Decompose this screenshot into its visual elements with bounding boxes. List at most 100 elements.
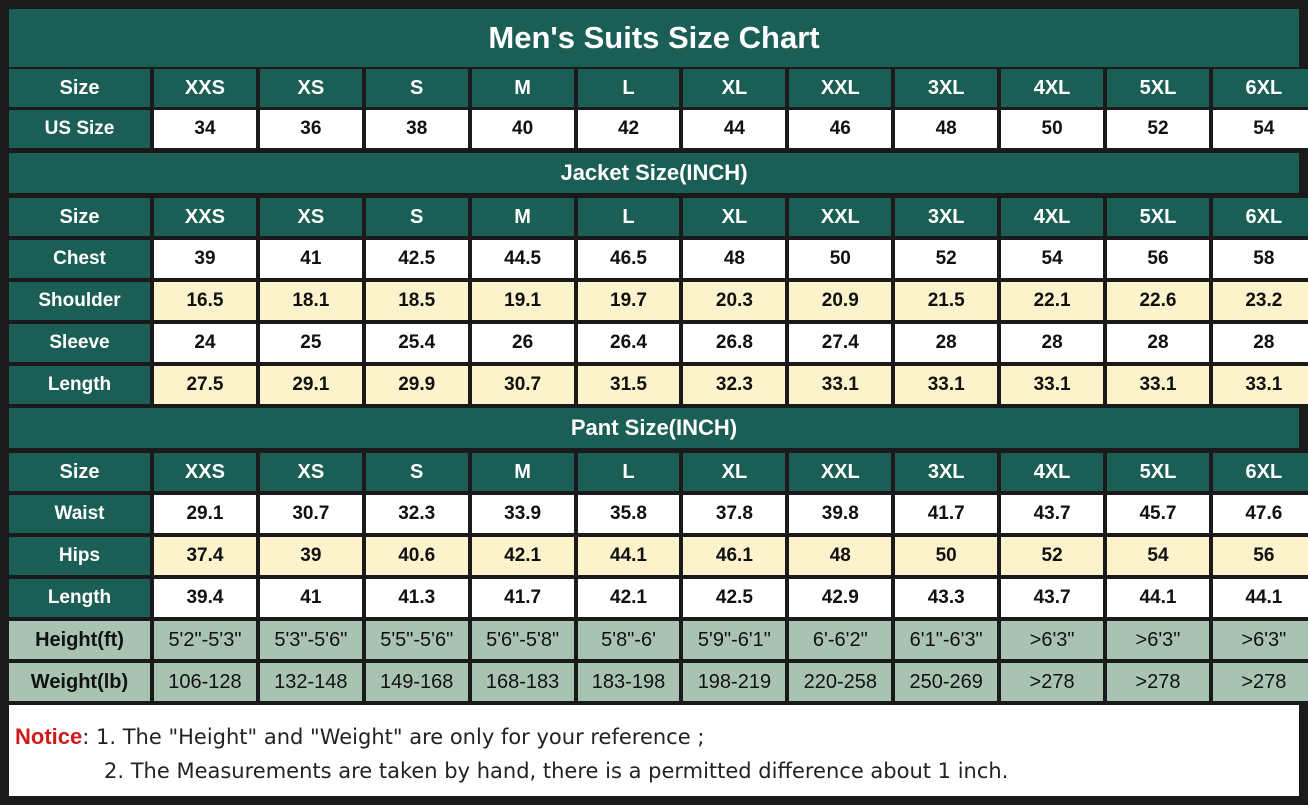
table-cell: L: [577, 198, 680, 236]
table-cell: 37.8: [683, 495, 786, 533]
table-cell: 33.1: [789, 366, 892, 404]
table-cell: XXS: [154, 69, 256, 107]
table-cell: 42: [577, 110, 680, 148]
table-cell: XL: [683, 69, 786, 107]
table-cell: 5XL: [1107, 198, 1209, 236]
table-cell: XXL: [789, 198, 892, 236]
table-cell: 29.9: [365, 366, 468, 404]
table-cell: 5'9"-6'1": [683, 621, 786, 659]
table-cell: S: [365, 198, 468, 236]
table-cell: 132-148: [259, 663, 362, 701]
table-cell: 19.7: [577, 282, 680, 320]
table-cell: >6'3": [1212, 621, 1308, 659]
table-cell: S: [365, 453, 468, 491]
table-cell: M: [471, 69, 574, 107]
reference-row: Height(ft) 5'2"-5'3" 5'3"-5'6" 5'5"-5'6" 5'6…: [9, 621, 1308, 659]
table-cell: 149-168: [365, 663, 468, 701]
table-cell: 46.5: [577, 240, 680, 278]
table-cell: 29.1: [259, 366, 362, 404]
chart-title: Men's Suits Size Chart: [9, 9, 1299, 67]
table-cell: 26.8: [683, 324, 786, 362]
table-cell: 32.3: [365, 495, 468, 533]
table-cell: S: [365, 69, 468, 107]
table-cell: 48: [683, 240, 786, 278]
row-label: Length: [9, 579, 150, 617]
row-label: US Size: [9, 110, 150, 148]
table-cell: 18.1: [259, 282, 362, 320]
row-label: Size: [9, 198, 150, 236]
table-cell: 54: [1107, 537, 1209, 575]
pant-size-header-row: Size XXS XS S M L XL XXL 3XL 4XL 5XL 6XL: [9, 453, 1308, 491]
table-cell: 56: [1107, 240, 1209, 278]
notice-box: Notice: 1. The "Height" and "Weight" are…: [9, 705, 1299, 796]
table-cell: 5'5"-5'6": [365, 621, 468, 659]
table-cell: XL: [683, 198, 786, 236]
table-cell: 56: [1212, 537, 1308, 575]
table-cell: 50: [895, 537, 998, 575]
pant-row: Waist 29.1 30.7 32.3 33.9 35.8 37.8 39.8 41.7 43.…: [9, 495, 1308, 533]
jacket-row: Chest 39 41 42.5 44.5 46.5 48 50 52 54 56 58: [9, 240, 1308, 278]
table-cell: 47.6: [1212, 495, 1308, 533]
table-cell: 3XL: [895, 69, 998, 107]
jacket-section-title: Jacket Size(INCH): [9, 153, 1299, 193]
table-cell: >6'3": [1107, 621, 1209, 659]
row-label: Height(ft): [9, 621, 150, 659]
table-cell: 33.1: [1001, 366, 1104, 404]
table-cell: 25.4: [365, 324, 468, 362]
table-cell: 30.7: [259, 495, 362, 533]
table-cell: 4XL: [1001, 198, 1104, 236]
table-cell: 18.5: [365, 282, 468, 320]
table-cell: 45.7: [1107, 495, 1209, 533]
table-cell: 42.1: [577, 579, 680, 617]
reference-row: Weight(lb) 106-128 132-148 149-168 168-183 18…: [9, 663, 1308, 701]
row-label: Waist: [9, 495, 150, 533]
table-cell: 33.1: [895, 366, 998, 404]
table-cell: 39: [259, 537, 362, 575]
table-cell: 46.1: [683, 537, 786, 575]
table-cell: 43.7: [1001, 495, 1104, 533]
table-cell: 6'1"-6'3": [895, 621, 998, 659]
table-cell: 44: [683, 110, 786, 148]
table-cell: 37.4: [154, 537, 256, 575]
table-cell: XXS: [154, 198, 256, 236]
jacket-row: Length 27.5 29.1 29.9 30.7 31.5 32.3 33.1 33.1 33…: [9, 366, 1308, 404]
table-cell: 6'-6'2": [789, 621, 892, 659]
table-cell: 54: [1212, 110, 1308, 148]
table-cell: 43.3: [895, 579, 998, 617]
row-label: Chest: [9, 240, 150, 278]
row-label: Length: [9, 366, 150, 404]
table-cell: 31.5: [577, 366, 680, 404]
table-cell: 29.1: [154, 495, 256, 533]
table-cell: 41.7: [895, 495, 998, 533]
table-cell: 33.9: [471, 495, 574, 533]
table-cell: 6XL: [1212, 69, 1308, 107]
table-cell: XS: [259, 453, 362, 491]
table-cell: 23.2: [1212, 282, 1308, 320]
pant-row: Length 39.4 41 41.3 41.7 42.1 42.5 42.9 43.3 43.7…: [9, 579, 1308, 617]
table-cell: 42.9: [789, 579, 892, 617]
table-cell: 4XL: [1001, 453, 1104, 491]
table-cell: 16.5: [154, 282, 256, 320]
table-cell: 39.4: [154, 579, 256, 617]
table-cell: L: [577, 69, 680, 107]
table-cell: 38: [365, 110, 468, 148]
row-label: Size: [9, 69, 150, 107]
notice-line-2: 2. The Measurements are taken by hand, t…: [104, 759, 1009, 783]
table-cell: 42.5: [683, 579, 786, 617]
table-cell: 39.8: [789, 495, 892, 533]
table-cell: 26: [471, 324, 574, 362]
table-cell: 30.7: [471, 366, 574, 404]
table-cell: 106-128: [154, 663, 256, 701]
table-cell: 22.1: [1001, 282, 1104, 320]
table-cell: 28: [1212, 324, 1308, 362]
table-cell: M: [471, 453, 574, 491]
row-label: Sleeve: [9, 324, 150, 362]
notice-line-1: Notice: 1. The "Height" and "Weight" are…: [15, 724, 704, 750]
notice-label: Notice: [15, 724, 83, 749]
table-cell: 48: [895, 110, 998, 148]
table-cell: 41.3: [365, 579, 468, 617]
table-cell: 54: [1001, 240, 1104, 278]
table-cell: 5'6"-5'8": [471, 621, 574, 659]
table-cell: 50: [789, 240, 892, 278]
row-label: Size: [9, 453, 150, 491]
